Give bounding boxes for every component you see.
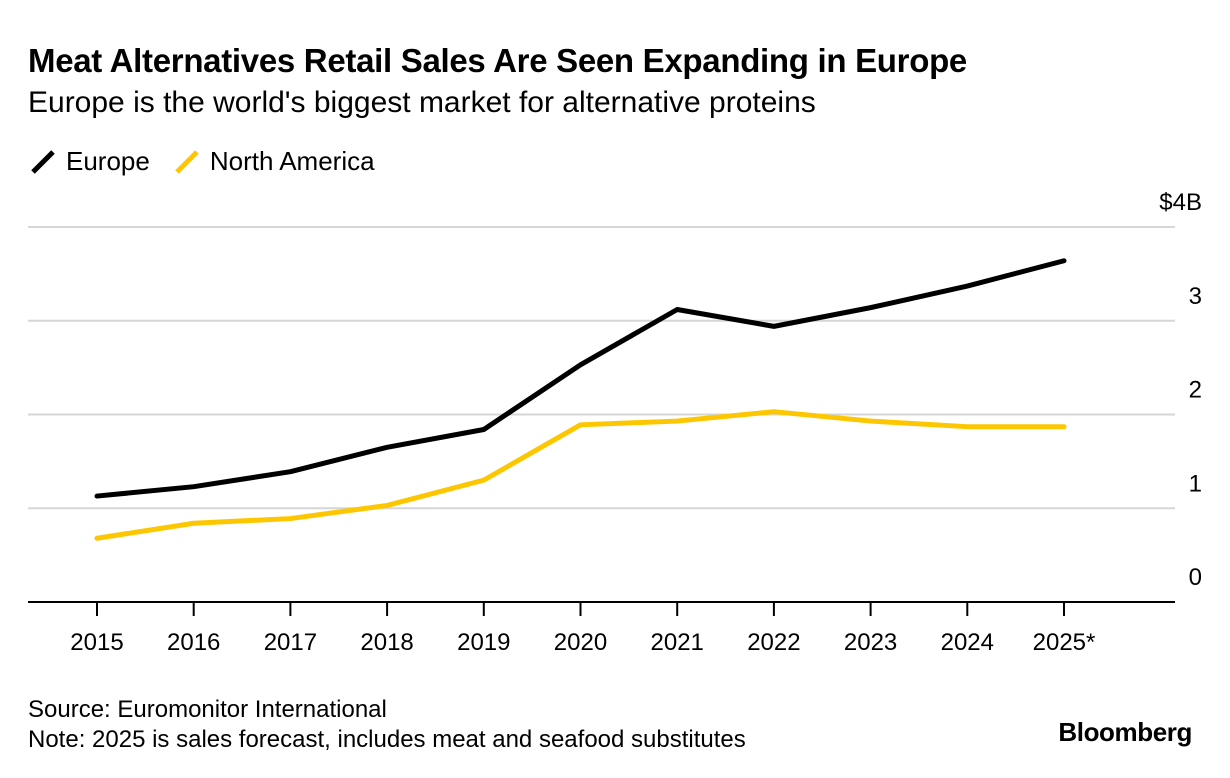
series-line-europe (94, 258, 1067, 499)
footnote: Note: 2025 is sales forecast, includes m… (28, 726, 746, 753)
legend-item-north-america: North America (172, 146, 375, 177)
legend-label-north-america: North America (209, 146, 375, 176)
y-tick-label: $4B (1159, 189, 1202, 216)
x-tick-label: 2020 (554, 629, 607, 656)
y-tick-label: 0 (1189, 564, 1202, 591)
y-tick-label: 2 (1189, 377, 1202, 404)
x-tick-label: 2019 (457, 629, 510, 656)
legend-swatch-europe-icon (31, 149, 55, 174)
legend-swatch-north-america-icon (175, 149, 199, 174)
source-note: Source: Euromonitor International (28, 696, 387, 723)
x-tick-label: 2023 (844, 629, 897, 656)
x-tick-label: 2024 (941, 629, 994, 656)
legend: Europe North America (28, 146, 397, 177)
legend-item-europe: Europe (28, 146, 150, 177)
y-tick-label: 1 (1189, 470, 1202, 497)
x-tick-label: 2025* (1033, 629, 1096, 656)
series-line-north-america (94, 409, 1067, 541)
x-tick-label: 2015 (70, 629, 123, 656)
y-tick-label: 3 (1189, 283, 1202, 310)
chart-subtitle: Europe is the world's biggest market for… (28, 86, 816, 119)
x-tick-label: 2018 (360, 629, 413, 656)
x-tick-label: 2017 (264, 629, 317, 656)
chart-title: Meat Alternatives Retail Sales Are Seen … (28, 42, 967, 79)
bloomberg-logo: Bloomberg (1058, 717, 1192, 747)
x-tick-label: 2016 (167, 629, 220, 656)
legend-label-europe: Europe (66, 146, 150, 176)
x-tick-label: 2022 (747, 629, 800, 656)
x-tick-label: 2021 (651, 629, 704, 656)
